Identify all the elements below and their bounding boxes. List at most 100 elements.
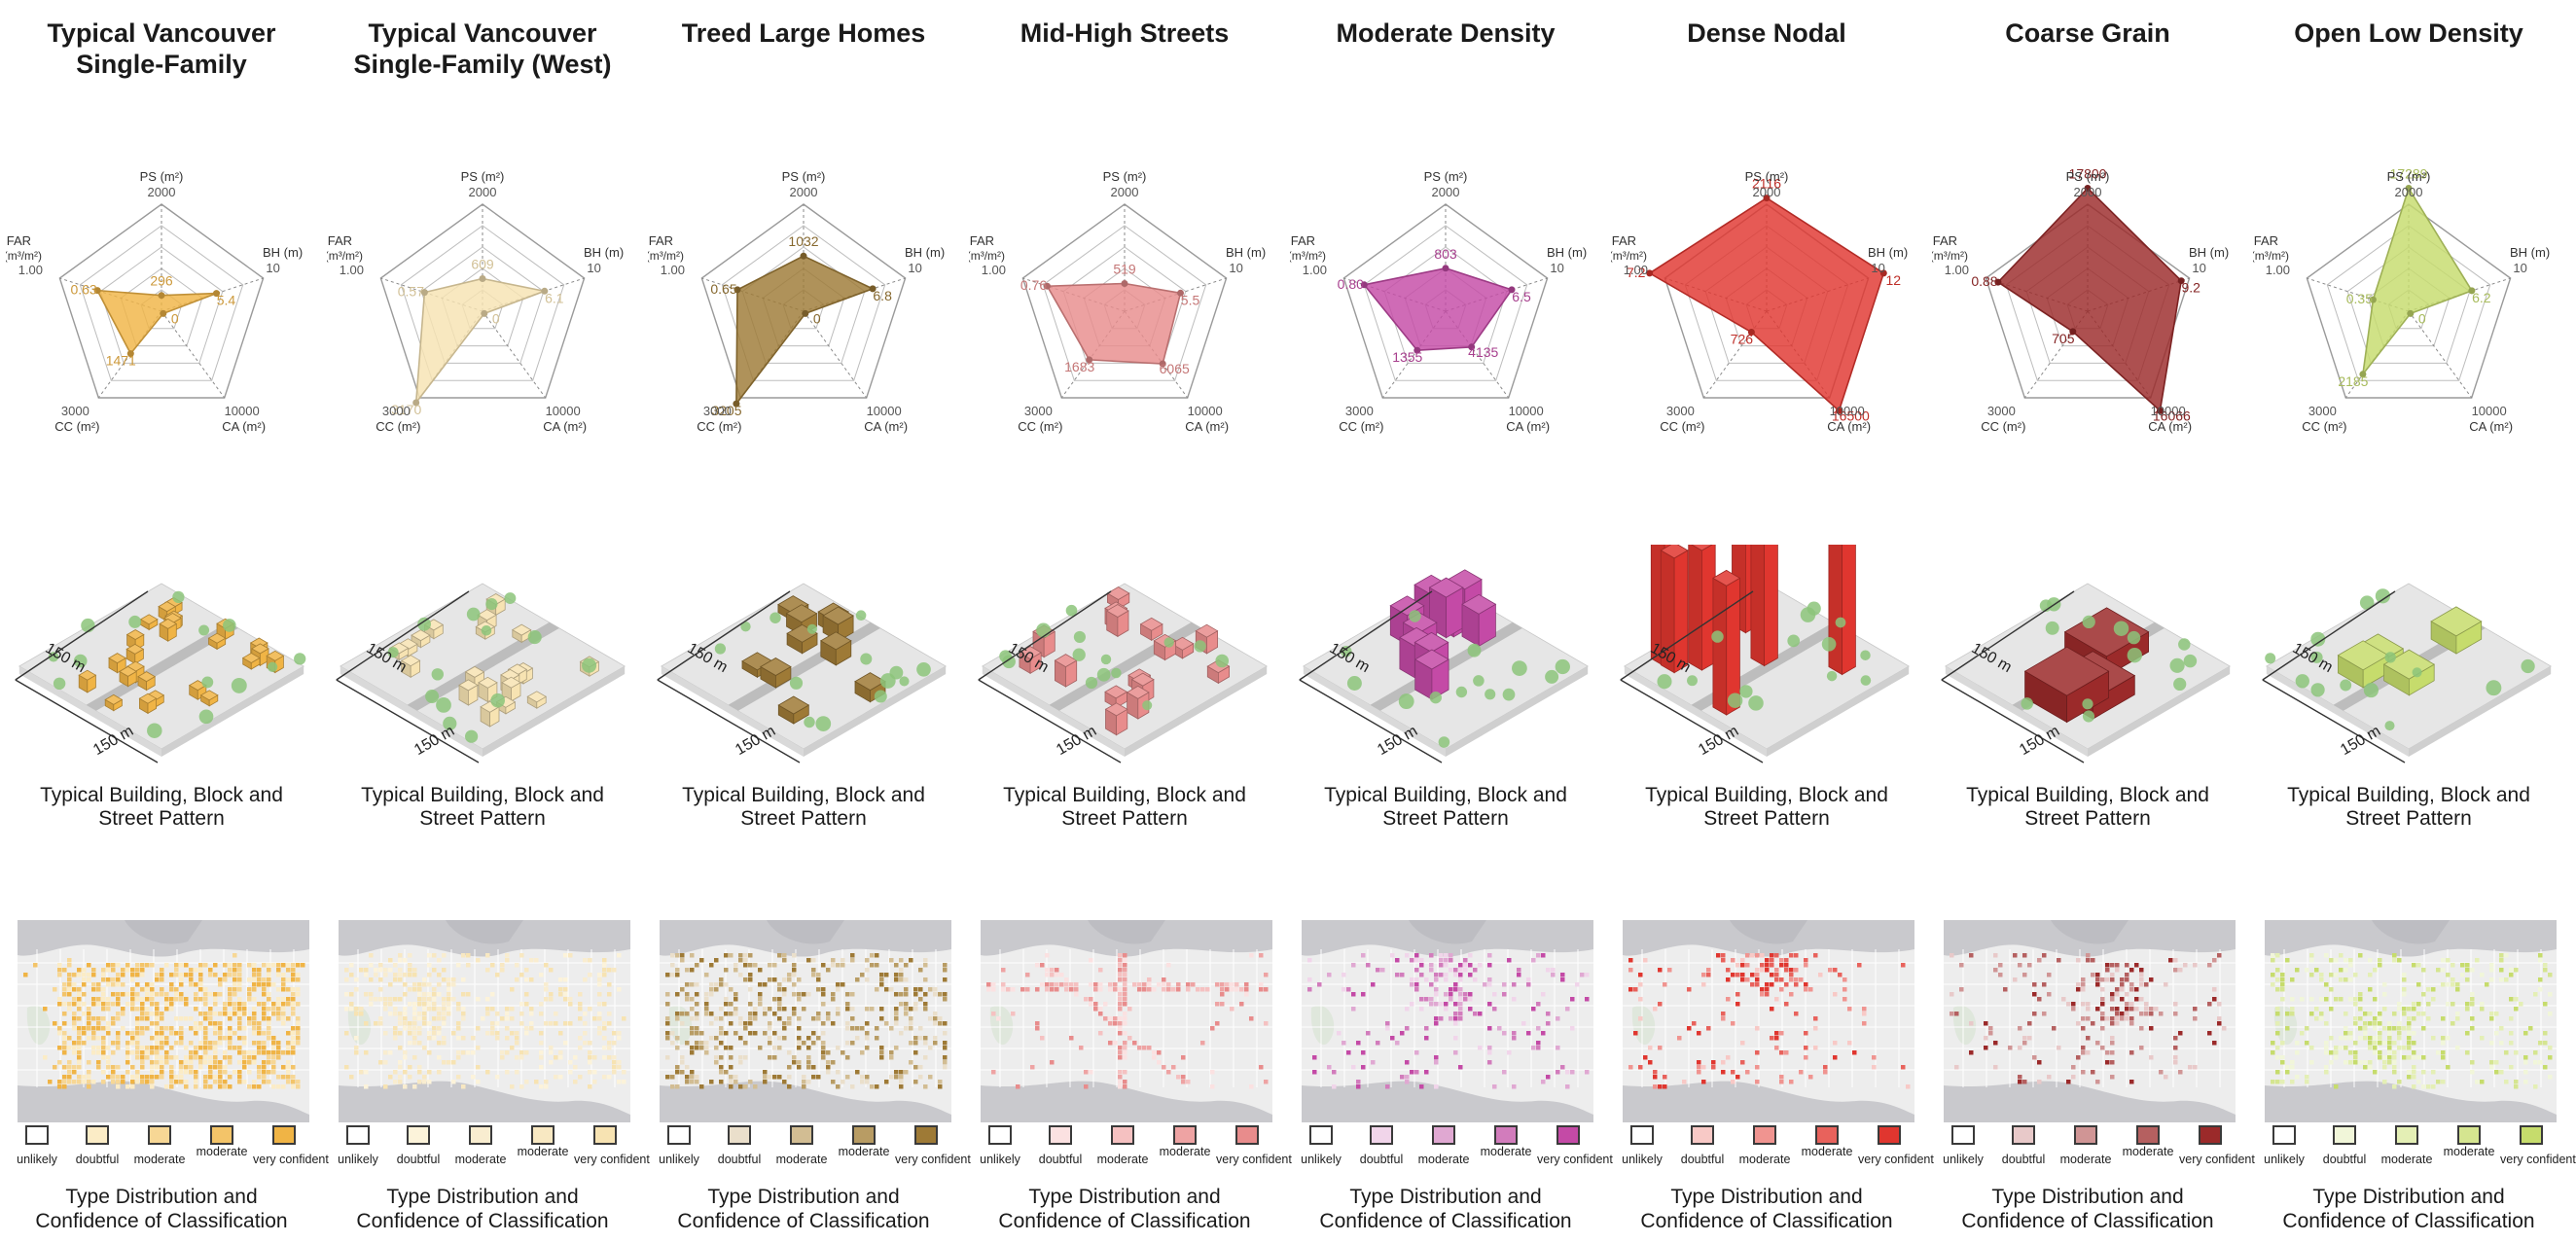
map-distribution-cell	[1726, 968, 1731, 973]
radar-point	[1646, 269, 1654, 277]
map-distribution-cell	[160, 973, 164, 977]
map-distribution-cell	[2368, 1060, 2373, 1065]
map-distribution-cell	[77, 968, 82, 973]
iso-tree	[431, 668, 445, 681]
map-distribution-cell	[111, 1016, 116, 1021]
axis-bh-label: BH (m)	[1226, 245, 1266, 260]
iso-tree	[1545, 669, 1559, 684]
map-distribution-cell	[408, 1041, 412, 1046]
map-distribution-cell	[2368, 1065, 2373, 1070]
map-distribution-cell	[145, 1080, 150, 1084]
radar-point	[481, 309, 488, 317]
map-distribution-cell	[1385, 1084, 1390, 1089]
map-distribution-cell	[597, 992, 602, 997]
map-distribution-cell	[72, 1041, 77, 1046]
map-distribution-cell	[2407, 1021, 2412, 1026]
map-distribution-cell	[889, 987, 894, 992]
map-distribution-cell	[1351, 992, 1356, 997]
map-distribution-cell	[130, 987, 135, 992]
iso-tree	[2384, 721, 2395, 731]
map-distribution-cell	[140, 1050, 145, 1055]
map-distribution-cell	[130, 977, 135, 982]
legend-label: unlikely	[980, 1153, 1020, 1166]
map-distribution-cell	[665, 1021, 670, 1026]
map-distribution-cell	[2129, 987, 2134, 992]
map-distribution-cell	[2275, 1012, 2280, 1016]
map-distribution-cell	[2022, 973, 2027, 977]
map-distribution-cell	[2280, 982, 2285, 987]
map-distribution-cell	[271, 982, 276, 987]
typology-column: Coarse Grain 17800 9.2 16066 705 0.88 PS (m²) 2…	[1932, 0, 2255, 1243]
map-distribution-cell	[758, 1046, 763, 1050]
map-distribution-cell	[2081, 1050, 2086, 1055]
map-distribution-cell	[2110, 1021, 2115, 1026]
map-distribution-cell	[515, 1036, 519, 1041]
map-distribution-cell	[792, 1055, 797, 1060]
axis-ca-label: CA (m²)	[1506, 419, 1550, 434]
map-distribution-cell	[515, 1070, 519, 1075]
map-distribution-cell	[271, 1041, 276, 1046]
map-distribution-cell	[62, 1012, 67, 1016]
map-distribution-cell	[588, 1007, 592, 1012]
map-distribution-cell	[2378, 1036, 2382, 1041]
map-distribution-cell	[1692, 1021, 1697, 1026]
map-distribution-cell	[67, 1007, 72, 1012]
map-distribution-cell	[242, 1036, 247, 1041]
axis-ca-max: 10000	[1509, 404, 1544, 418]
map-distribution-cell	[1541, 953, 1546, 958]
map-distribution-cell	[155, 977, 160, 982]
map-distribution-cell	[194, 1026, 198, 1031]
map-distribution-cell	[291, 1065, 296, 1070]
map-distribution-cell	[943, 1060, 948, 1065]
map-distribution-cell	[422, 992, 427, 997]
map-distribution-cell	[2149, 1055, 2154, 1060]
iso-tree	[1341, 645, 1352, 657]
map-distribution-cell	[1721, 958, 1726, 963]
map-distribution-cell	[2509, 997, 2514, 1002]
map-distribution-cell	[1633, 987, 1638, 992]
map-distribution-cell	[1551, 973, 1556, 977]
map-distribution-cell	[2533, 1050, 2538, 1055]
map-distribution-cell	[2285, 1070, 2290, 1075]
map-distribution-cell	[1735, 963, 1740, 968]
map-distribution-cell	[2358, 1060, 2363, 1065]
map-distribution-cell	[451, 1080, 456, 1084]
iso-caption: Typical Building, Block and Street Patter…	[327, 784, 638, 831]
map-distribution-cell	[121, 1012, 125, 1016]
map-distribution-cell	[2149, 977, 2154, 982]
map-distribution-cell	[130, 1041, 135, 1046]
map-distribution-cell	[140, 973, 145, 977]
map-distribution-cell	[1852, 1050, 1857, 1055]
map-distribution-cell	[1449, 992, 1453, 997]
map-distribution-cell	[1560, 1065, 1565, 1070]
iso-building-face	[1750, 545, 1766, 667]
map-distribution-cell	[101, 1050, 106, 1055]
map-distribution-cell	[2480, 973, 2485, 977]
map-distribution-cell	[150, 963, 155, 968]
map-distribution-cell	[899, 1075, 904, 1080]
map-distribution-cell	[782, 1021, 787, 1026]
map-distribution-cell	[57, 968, 62, 973]
map-distribution-cell	[276, 1041, 281, 1046]
map-distribution-cell	[607, 1021, 612, 1026]
map-distribution-cell	[62, 1046, 67, 1050]
map-distribution-cell	[1804, 987, 1808, 992]
map-distribution-cell	[145, 982, 150, 987]
map-distribution-cell	[894, 973, 899, 977]
map-distribution-cell	[1147, 982, 1152, 987]
map-distribution-cell	[772, 1055, 777, 1060]
map-distribution-cell	[276, 1046, 281, 1050]
map-distribution-cell	[252, 987, 257, 992]
map-distribution-cell	[198, 987, 203, 992]
radar-point	[1468, 343, 1476, 351]
map-distribution-cell	[145, 1055, 150, 1060]
map-distribution-cell	[2373, 968, 2378, 973]
iso-tree	[2486, 680, 2502, 696]
map-distribution-cell	[1020, 987, 1025, 992]
map-distribution-cell	[1108, 987, 1113, 992]
map-distribution-cell	[106, 1075, 111, 1080]
map-distribution-cell	[179, 982, 184, 987]
map-distribution-cell	[607, 1075, 612, 1080]
map-distribution-cell	[1794, 977, 1799, 982]
